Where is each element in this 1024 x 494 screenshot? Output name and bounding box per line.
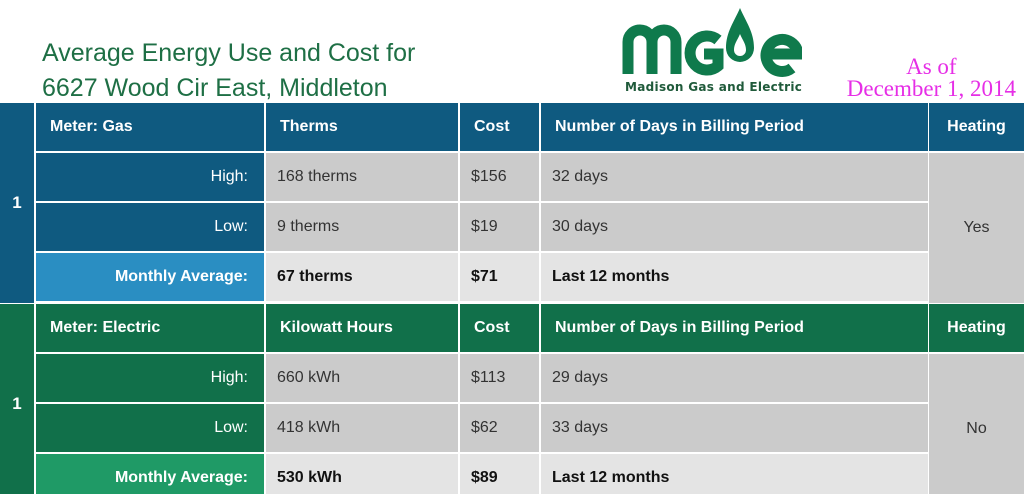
gas-header-row: Meter: Gas Therms Cost Number of Days in…	[36, 103, 930, 151]
gas-low-row: Low: 9 therms $19 30 days	[36, 203, 930, 251]
electric-days-header: Number of Days in Billing Period	[541, 304, 928, 352]
electric-high-cost: $113	[460, 354, 539, 402]
electric-cost-header: Cost	[460, 304, 539, 352]
mge-wordmark-logo	[622, 8, 802, 77]
electric-low-days: 33 days	[541, 404, 928, 452]
gas-high-usage: 168 therms	[266, 153, 458, 201]
gas-average-label: Monthly Average:	[36, 253, 264, 301]
gas-unit-header: Therms	[266, 103, 458, 151]
title-line-1: Average Energy Use and Cost for	[42, 39, 416, 67]
gas-high-days: 32 days	[541, 153, 928, 201]
gas-average-days: Last 12 months	[541, 253, 928, 301]
electric-unit-header: Kilowatt Hours	[266, 304, 458, 352]
electric-low-row: Low: 418 kWh $62 33 days	[36, 404, 930, 452]
electric-average-days: Last 12 months	[541, 454, 928, 494]
gas-heating-header: Heating	[929, 103, 1024, 151]
gas-cost-header: Cost	[460, 103, 539, 151]
gas-low-label: Low:	[36, 203, 264, 251]
electric-high-row: High: 660 kWh $113 29 days	[36, 354, 930, 402]
as-of-value: December 1, 2014	[846, 76, 1016, 101]
logo-subtitle: Madison Gas and Electric	[625, 80, 803, 94]
gas-heating-value: Yes	[929, 153, 1024, 303]
electric-high-days: 29 days	[541, 354, 928, 402]
electric-high-usage: 660 kWh	[266, 354, 458, 402]
gas-high-cost: $156	[460, 153, 539, 201]
gas-high-row: High: 168 therms $156 32 days	[36, 153, 930, 201]
gas-low-cost: $19	[460, 203, 539, 251]
gas-high-label: High:	[36, 153, 264, 201]
electric-average-cost: $89	[460, 454, 539, 494]
gas-meter-header: Meter: Gas	[36, 103, 264, 151]
title-line-2: 6627 Wood Cir East, Middleton	[42, 74, 388, 102]
gas-average-usage: 67 therms	[266, 253, 458, 301]
gas-average-row: Monthly Average: 67 therms $71 Last 12 m…	[36, 253, 930, 301]
electric-low-cost: $62	[460, 404, 539, 452]
electric-average-row: Monthly Average: 530 kWh $89 Last 12 mon…	[36, 454, 930, 494]
gas-meter-number: 1	[0, 103, 34, 303]
electric-low-label: Low:	[36, 404, 264, 452]
page-title: Average Energy Use and Cost for 6627 Woo…	[42, 36, 415, 106]
electric-meter-number: 1	[0, 304, 34, 494]
gas-days-header: Number of Days in Billing Period	[541, 103, 928, 151]
electric-header-row: Meter: Electric Kilowatt Hours Cost Numb…	[36, 304, 930, 352]
as-of-date: As of December 1, 2014	[846, 54, 1016, 101]
mge-logo: Madison Gas and Electric	[622, 4, 802, 96]
electric-low-usage: 418 kWh	[266, 404, 458, 452]
gas-low-usage: 9 therms	[266, 203, 458, 251]
as-of-label: As of	[906, 54, 957, 79]
electric-heating-header: Heating	[929, 304, 1024, 352]
electric-meter-header: Meter: Electric	[36, 304, 264, 352]
electric-high-label: High:	[36, 354, 264, 402]
electric-average-label: Monthly Average:	[36, 454, 264, 494]
electric-heating-value: No	[929, 354, 1024, 494]
gas-low-days: 30 days	[541, 203, 928, 251]
electric-average-usage: 530 kWh	[266, 454, 458, 494]
gas-average-cost: $71	[460, 253, 539, 301]
